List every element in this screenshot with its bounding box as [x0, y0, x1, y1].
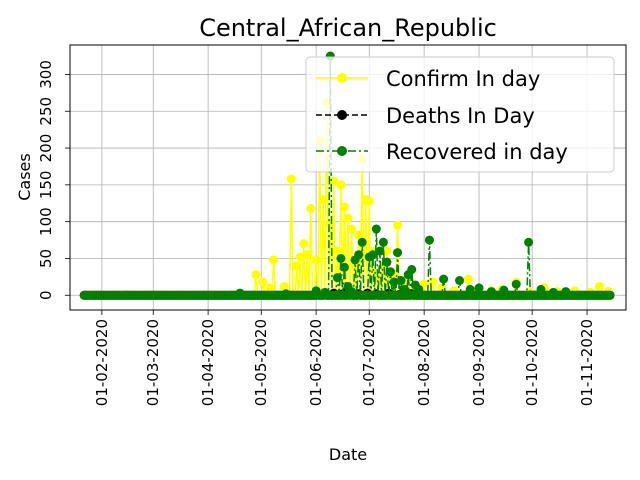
data-point [375, 246, 385, 256]
data-point [407, 265, 417, 275]
y-tick-label: 300 [37, 60, 55, 89]
legend-confirm-marker [337, 73, 347, 83]
data-point [357, 237, 367, 247]
data-point [393, 248, 403, 258]
y-tick-label: 50 [37, 249, 55, 268]
y-tick-label: 150 [37, 171, 55, 200]
data-point [347, 224, 357, 234]
data-point [424, 235, 434, 245]
data-point [279, 281, 289, 291]
plot-frame [69, 44, 627, 311]
data-point [524, 237, 534, 247]
x-tick-label: 01-08-2020 [415, 319, 433, 406]
data-point [286, 174, 296, 184]
data-point [343, 213, 353, 223]
y-tick-label: 200 [37, 134, 55, 163]
data-point [325, 218, 335, 228]
data-point [332, 246, 342, 256]
data-point [269, 255, 279, 265]
x-tick-label: 01-11-2020 [578, 319, 596, 406]
legend-confirm-label: Confirm In day [386, 67, 540, 91]
data-point [311, 255, 321, 265]
data-point [382, 246, 392, 256]
data-point [258, 277, 268, 287]
data-point [389, 277, 399, 287]
data-point [299, 239, 309, 249]
data-point [371, 224, 381, 234]
data-point [386, 267, 395, 277]
legend-box [305, 56, 615, 173]
data-point [382, 257, 392, 267]
x-tick-label: 01-02-2020 [93, 319, 111, 406]
data-point [439, 274, 449, 284]
data-point [474, 283, 484, 293]
data-point [306, 203, 316, 213]
x-tick-label: 01-04-2020 [199, 319, 217, 406]
y-axis-label: Cases [15, 153, 34, 201]
data-point [594, 281, 604, 291]
data-point [463, 274, 473, 284]
series-3 [79, 51, 615, 300]
x-tick-label: 01-10-2020 [523, 319, 541, 406]
data-point [332, 273, 342, 283]
data-point [354, 250, 364, 260]
data-point [378, 237, 388, 247]
data-point [336, 253, 346, 263]
y-tick-label: 250 [37, 97, 55, 126]
legend-deaths-label: Deaths In Day [386, 104, 535, 128]
x-tick-label: 01-03-2020 [144, 319, 162, 406]
x-axis-label: Date [329, 445, 367, 464]
data-point [251, 270, 261, 280]
data-point [265, 283, 275, 293]
data-point [511, 279, 521, 289]
x-tick-label: 01-06-2020 [307, 319, 325, 406]
data-point [455, 276, 465, 286]
x-tick-label: 01-09-2020 [470, 319, 488, 406]
y-tick-label: 0 [37, 291, 55, 301]
x-tick-label: 01-05-2020 [252, 319, 270, 406]
data-point [393, 220, 403, 230]
chart-title: Central_African_Republic [199, 14, 497, 42]
data-point [329, 176, 339, 186]
data-point [354, 230, 364, 240]
ticks: 01-02-2020 01-03-2020 01-04-2020 01-05-2020… [37, 60, 596, 406]
data-point [295, 252, 305, 262]
data-point [339, 202, 349, 212]
data-point [339, 262, 349, 272]
data-point [396, 276, 406, 286]
data-point [364, 196, 374, 206]
data-point [605, 290, 615, 300]
x-tick-label: 01-07-2020 [360, 319, 378, 406]
legend-recovered-label: Recovered in day [386, 140, 568, 164]
legend-deaths-marker [337, 110, 347, 120]
data-point [368, 250, 378, 260]
data-point [428, 277, 438, 287]
data-point [318, 195, 328, 205]
data-point [336, 180, 346, 190]
data-point [302, 250, 312, 260]
y-tick-label: 100 [37, 207, 55, 236]
data-point [292, 261, 302, 271]
legend-recovered-marker [337, 146, 347, 156]
legend: Confirm In day Deaths In Day Recovered i… [305, 56, 615, 173]
